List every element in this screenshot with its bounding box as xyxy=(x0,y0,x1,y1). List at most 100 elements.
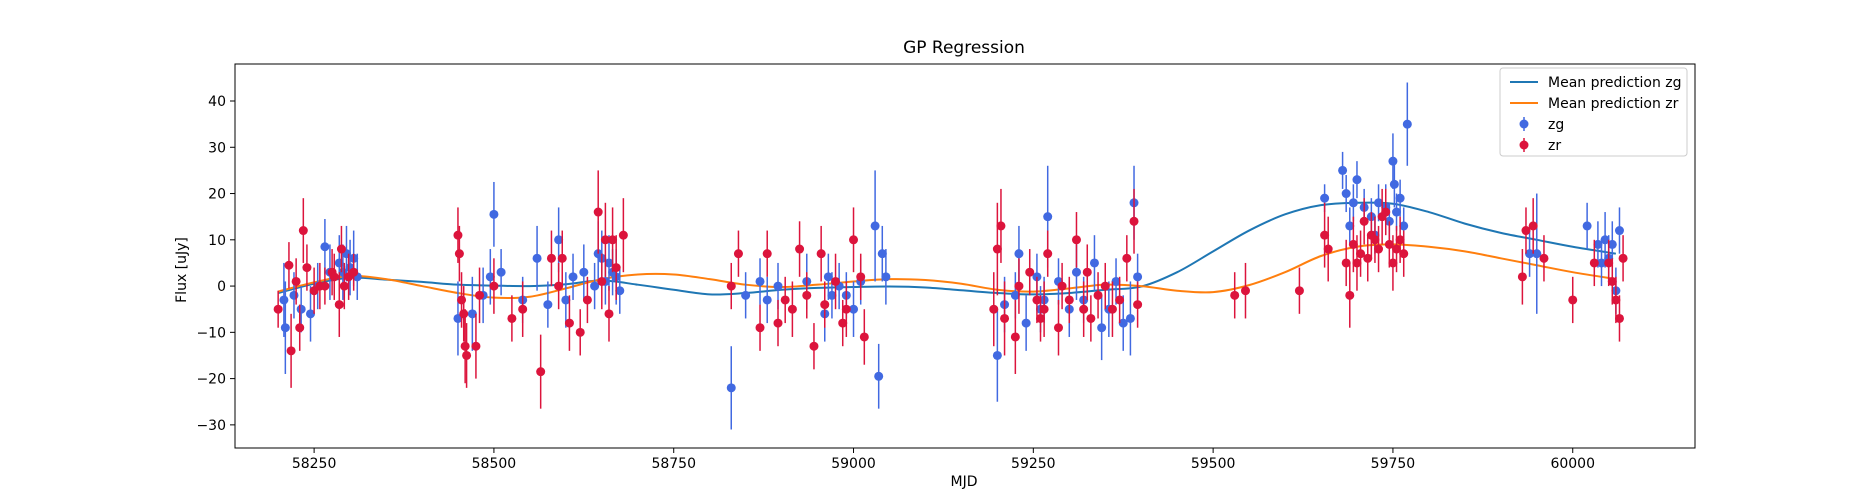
zr-point-43 xyxy=(734,249,743,258)
zr-point-111 xyxy=(1568,295,1577,304)
zr-point-27 xyxy=(518,305,527,314)
zg-point-51 xyxy=(881,272,890,281)
legend-label-2: zg xyxy=(1548,117,1564,133)
zr-point-44 xyxy=(756,323,765,332)
zr-point-74 xyxy=(1072,235,1081,244)
zr-point-23 xyxy=(471,342,480,351)
zr-point-106 xyxy=(1399,249,1408,258)
zg-point-2 xyxy=(289,291,298,300)
zr-point-72 xyxy=(1058,282,1067,291)
zg-point-19 xyxy=(497,268,506,277)
zr-point-85 xyxy=(1230,291,1239,300)
zr-point-58 xyxy=(856,272,865,281)
zg-point-25 xyxy=(569,272,578,281)
zr-point-28 xyxy=(536,367,545,376)
zr-point-99 xyxy=(1374,245,1383,254)
zr-point-60 xyxy=(989,305,998,314)
x-tick-label-60000: 60000 xyxy=(1550,456,1595,472)
zr-point-29 xyxy=(547,254,556,263)
zr-point-116 xyxy=(1615,314,1624,323)
zg-point-37 xyxy=(756,277,765,286)
zr-point-51 xyxy=(809,342,818,351)
zr-point-63 xyxy=(1000,314,1009,323)
zg-point-86 xyxy=(1390,180,1399,189)
zr-point-95 xyxy=(1360,217,1369,226)
zg-point-55 xyxy=(1014,249,1023,258)
zr-point-21 xyxy=(461,342,470,351)
zr-point-75 xyxy=(1079,305,1088,314)
zg-point-26 xyxy=(579,268,588,277)
zr-point-70 xyxy=(1043,249,1052,258)
zg-point-49 xyxy=(874,372,883,381)
zg-point-38 xyxy=(763,295,772,304)
zg-point-90 xyxy=(1403,120,1412,129)
zr-point-69 xyxy=(1040,305,1049,314)
x-axis-label: MJD xyxy=(951,474,978,490)
zr-point-56 xyxy=(842,305,851,314)
legend-label-3: zr xyxy=(1548,138,1561,154)
zg-point-100 xyxy=(1615,226,1624,235)
zr-point-80 xyxy=(1108,305,1117,314)
zr-point-3 xyxy=(292,277,301,286)
zg-point-65 xyxy=(1090,258,1099,267)
zr-point-66 xyxy=(1025,268,1034,277)
zr-point-6 xyxy=(302,263,311,272)
zg-point-66 xyxy=(1097,323,1106,332)
zr-point-31 xyxy=(558,254,567,263)
zr-point-91 xyxy=(1345,291,1354,300)
zg-point-35 xyxy=(727,383,736,392)
zr-point-107 xyxy=(1518,272,1527,281)
y-tick-label-20: 20 xyxy=(208,187,226,203)
x-tick-label-59000: 59000 xyxy=(831,456,876,472)
x-tick-label-58250: 58250 xyxy=(292,456,337,472)
zr-point-76 xyxy=(1083,268,1092,277)
legend-label-1: Mean prediction zr xyxy=(1548,96,1679,112)
zr-point-40 xyxy=(612,263,621,272)
zr-point-16 xyxy=(349,268,358,277)
zr-point-45 xyxy=(763,249,772,258)
y-tick-label--30: −30 xyxy=(196,418,226,434)
zg-point-75 xyxy=(1342,189,1351,198)
zg-point-63 xyxy=(1072,268,1081,277)
zr-point-52 xyxy=(817,249,826,258)
zr-point-9 xyxy=(320,282,329,291)
zr-point-89 xyxy=(1324,245,1333,254)
zg-point-74 xyxy=(1338,166,1347,175)
zg-point-73 xyxy=(1320,194,1329,203)
zg-point-6 xyxy=(320,242,329,251)
zr-point-101 xyxy=(1381,208,1390,217)
zr-point-65 xyxy=(1014,282,1023,291)
zr-point-79 xyxy=(1101,282,1110,291)
legend-label-0: Mean prediction zg xyxy=(1548,75,1682,91)
zr-point-11 xyxy=(330,272,339,281)
zr-point-17 xyxy=(453,231,462,240)
zg-point-70 xyxy=(1126,314,1135,323)
zr-point-24 xyxy=(475,291,484,300)
zr-point-41 xyxy=(619,231,628,240)
y-tick-label-0: 0 xyxy=(217,279,226,295)
zr-point-82 xyxy=(1122,254,1131,263)
zr-point-54 xyxy=(831,277,840,286)
zr-point-32 xyxy=(565,319,574,328)
zr-point-42 xyxy=(727,282,736,291)
zr-point-46 xyxy=(774,319,783,328)
zg-point-52 xyxy=(993,351,1002,360)
zg-point-93 xyxy=(1583,221,1592,230)
legend: Mean prediction zg Mean prediction zr zg zr xyxy=(1500,68,1687,156)
legend-marker-3 xyxy=(1520,141,1529,150)
zr-point-22 xyxy=(462,351,471,360)
x-tick-label-59500: 59500 xyxy=(1191,456,1236,472)
zr-point-34 xyxy=(583,295,592,304)
zr-point-4 xyxy=(295,323,304,332)
zr-point-117 xyxy=(1619,254,1628,263)
zg-point-21 xyxy=(533,254,542,263)
zg-point-56 xyxy=(1022,319,1031,328)
zr-point-25 xyxy=(489,282,498,291)
y-tick-label-30: 30 xyxy=(208,140,226,156)
chart-title: GP Regression xyxy=(903,38,1025,58)
zr-point-78 xyxy=(1094,291,1103,300)
zg-point-72 xyxy=(1133,272,1142,281)
zr-point-14 xyxy=(340,282,349,291)
zg-point-77 xyxy=(1349,198,1358,207)
